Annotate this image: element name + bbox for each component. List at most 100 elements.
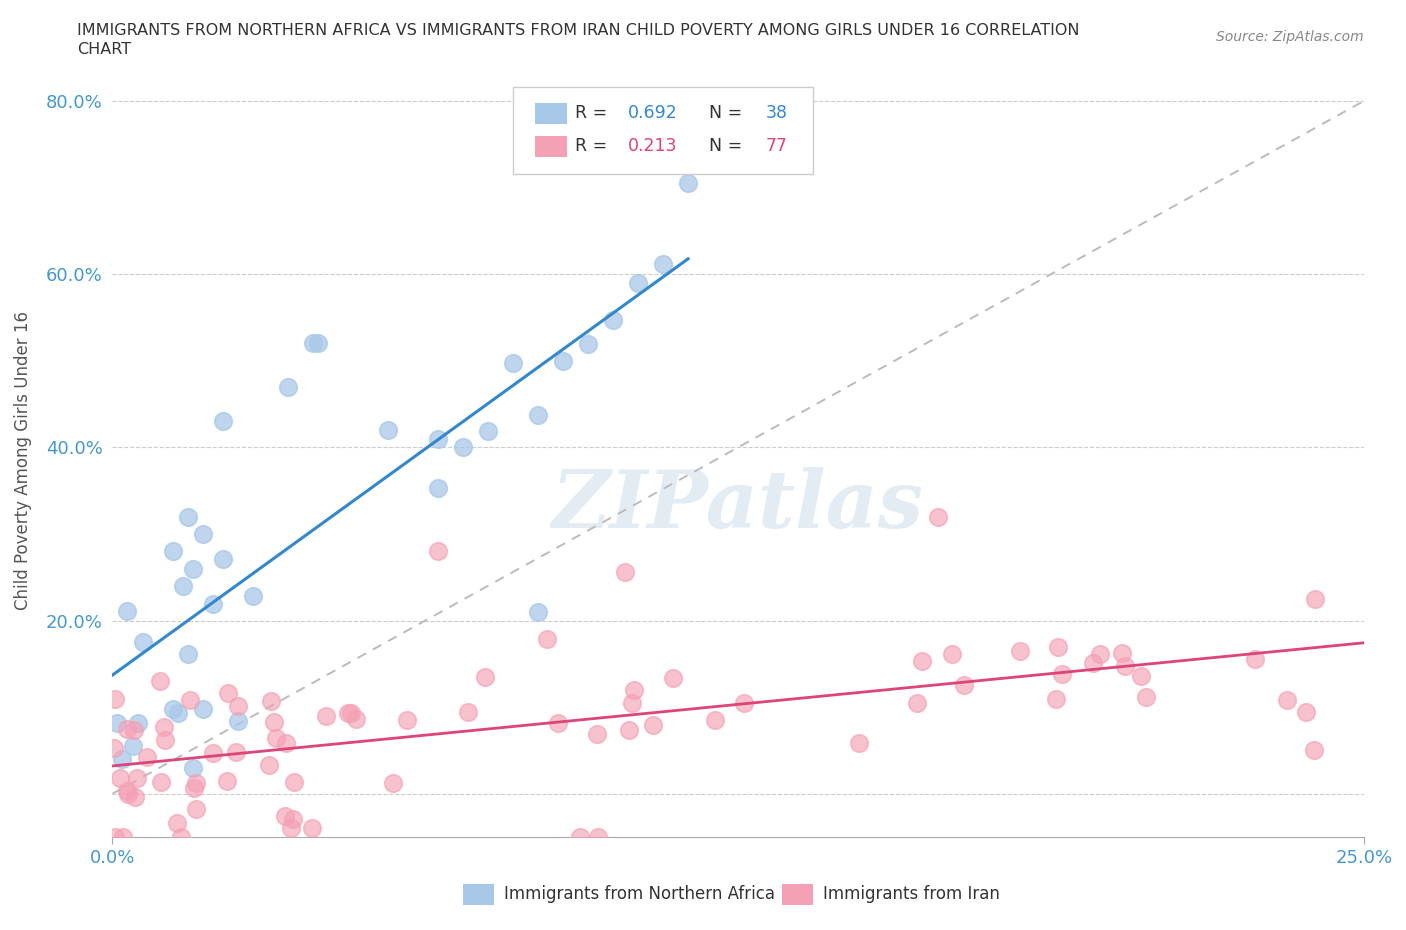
Point [191, 701, 214, 716]
Point [315, 709, 337, 724]
Point [457, 704, 479, 719]
FancyBboxPatch shape [536, 136, 567, 157]
Point [527, 407, 550, 422]
Point [1114, 658, 1136, 673]
Text: CHART: CHART [77, 42, 131, 57]
Point [263, 714, 285, 729]
Point [477, 424, 499, 439]
Point [586, 726, 609, 741]
Point [225, 744, 247, 759]
Text: 77: 77 [766, 138, 787, 155]
Point [184, 775, 207, 790]
Point [941, 646, 963, 661]
Text: N =: N = [699, 138, 748, 155]
Point [226, 698, 249, 713]
Text: R =: R = [575, 104, 613, 122]
Point [215, 774, 238, 789]
Point [1045, 692, 1067, 707]
Point [344, 711, 367, 726]
Point [1052, 667, 1074, 682]
Point [181, 561, 204, 576]
Point [115, 722, 138, 737]
Point [155, 733, 177, 748]
Point [1135, 689, 1157, 704]
Point [551, 353, 574, 368]
Text: ZIPatlas: ZIPatlas [553, 467, 924, 544]
Point [1302, 743, 1324, 758]
Point [703, 712, 725, 727]
Point [426, 432, 449, 446]
Point [191, 526, 214, 541]
Point [377, 422, 399, 437]
Point [103, 740, 125, 755]
Point [274, 808, 297, 823]
Point [211, 551, 233, 566]
Y-axis label: Child Poverty Among Girls Under 16: Child Poverty Among Girls Under 16 [14, 311, 32, 610]
Point [107, 716, 129, 731]
Point [662, 671, 685, 685]
Point [1275, 692, 1298, 707]
Point [502, 355, 524, 370]
Point [1130, 669, 1153, 684]
Point [162, 701, 184, 716]
Point [274, 736, 297, 751]
Point [283, 812, 305, 827]
Point [117, 783, 139, 798]
Point [426, 544, 449, 559]
Point [111, 751, 134, 766]
Point [1303, 591, 1326, 606]
Point [277, 379, 299, 394]
Point [953, 678, 976, 693]
Point [184, 802, 207, 817]
Text: 0.692: 0.692 [628, 104, 678, 122]
FancyBboxPatch shape [782, 884, 813, 905]
Point [1088, 647, 1111, 662]
Point [181, 760, 204, 775]
Point [576, 337, 599, 352]
Point [226, 713, 249, 728]
Text: Source: ZipAtlas.com: Source: ZipAtlas.com [1216, 30, 1364, 44]
Point [911, 654, 934, 669]
Point [602, 312, 624, 327]
Text: Immigrants from Northern Africa: Immigrants from Northern Africa [505, 885, 775, 903]
Point [183, 781, 205, 796]
Point [617, 723, 640, 737]
Text: R =: R = [575, 138, 613, 155]
Point [1081, 656, 1104, 671]
Point [623, 683, 645, 698]
Point [307, 336, 329, 351]
Point [1295, 705, 1317, 720]
Point [149, 775, 172, 790]
Point [536, 632, 558, 647]
Point [117, 787, 139, 802]
Point [166, 705, 188, 720]
Point [104, 830, 127, 844]
Point [108, 770, 131, 785]
Point [266, 730, 288, 745]
Point [621, 696, 644, 711]
Point [586, 830, 609, 844]
Point [176, 646, 198, 661]
Point [121, 738, 143, 753]
Point [179, 693, 201, 708]
Text: IMMIGRANTS FROM NORTHERN AFRICA VS IMMIGRANTS FROM IRAN CHILD POVERTY AMONG GIRL: IMMIGRANTS FROM NORTHERN AFRICA VS IMMIG… [77, 23, 1080, 38]
Point [112, 830, 135, 844]
Point [676, 176, 699, 191]
Point [905, 696, 928, 711]
Point [848, 736, 870, 751]
Point [242, 589, 264, 604]
Point [122, 723, 145, 737]
Point [172, 578, 194, 593]
Point [652, 257, 675, 272]
Text: Immigrants from Iran: Immigrants from Iran [824, 885, 1000, 903]
Point [201, 596, 224, 611]
Point [127, 715, 149, 730]
Point [127, 770, 149, 785]
Point [301, 336, 323, 351]
Point [733, 696, 755, 711]
Point [176, 510, 198, 525]
Text: 0.213: 0.213 [628, 138, 678, 155]
Point [1244, 651, 1267, 666]
Point [202, 745, 225, 760]
Text: N =: N = [699, 104, 748, 122]
